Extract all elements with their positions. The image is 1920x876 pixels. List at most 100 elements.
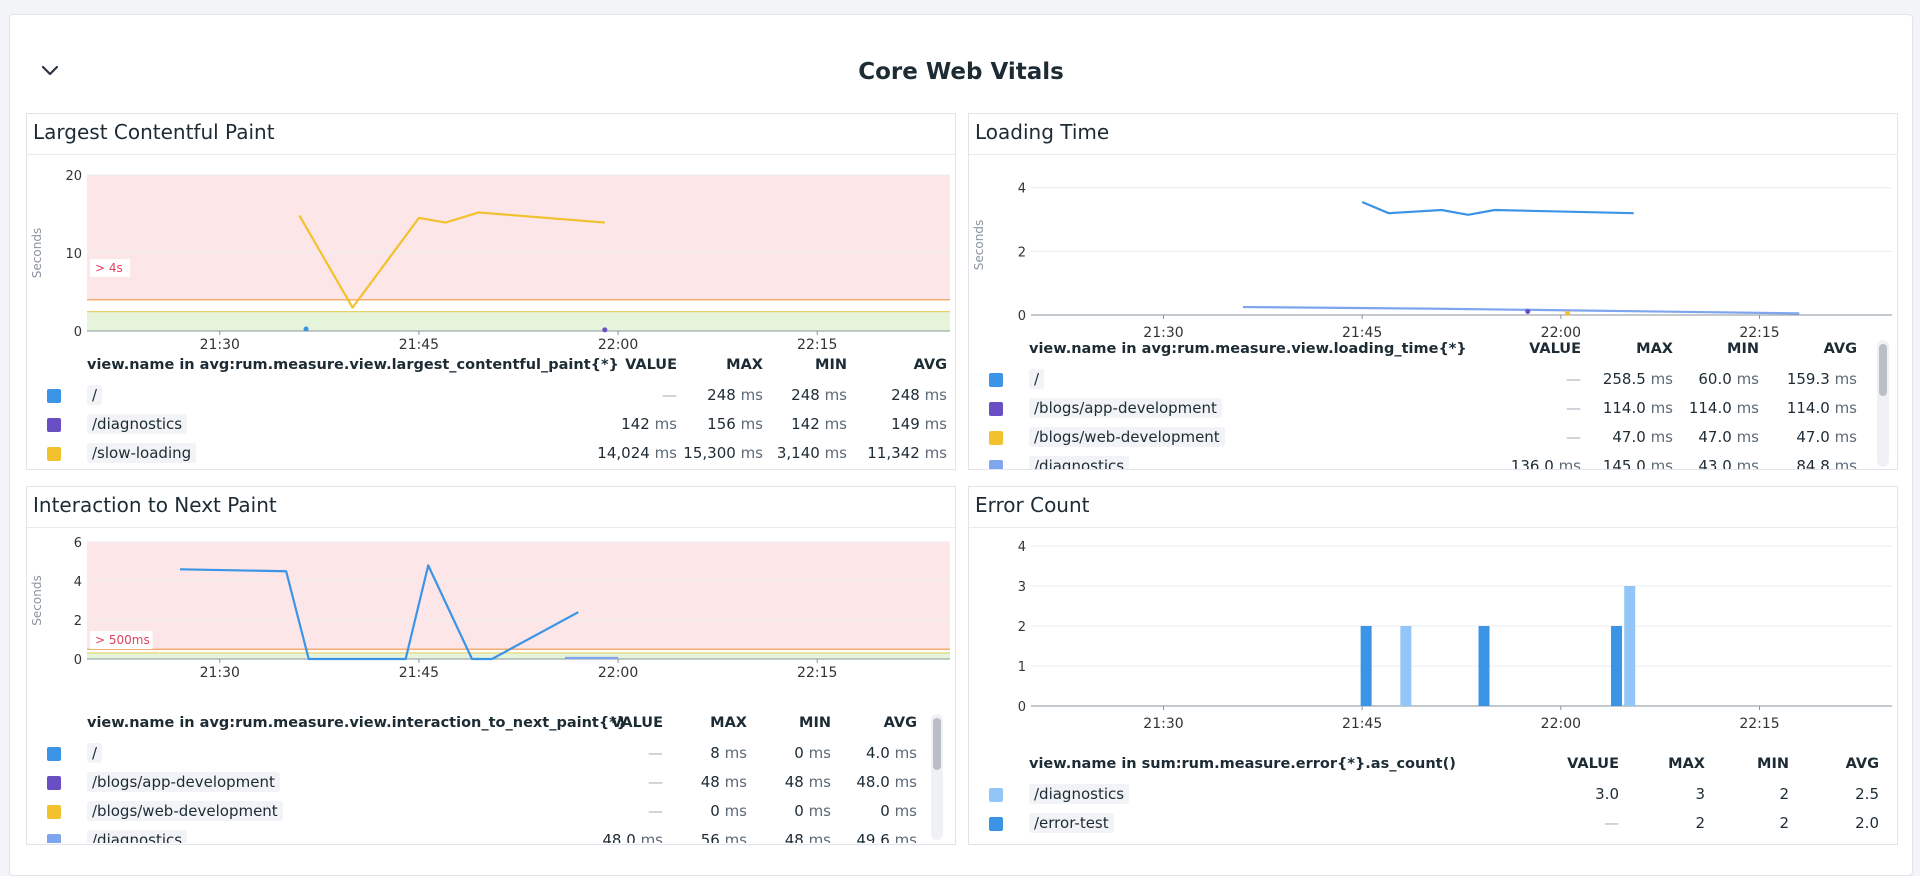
- chevron-down-icon[interactable]: [40, 61, 60, 81]
- legend-swatch: [47, 776, 61, 790]
- legend-min: 142 ms: [791, 415, 847, 433]
- x-tick-label: 22:15: [1739, 716, 1779, 732]
- value-number: 0: [710, 802, 720, 820]
- legend-col-header[interactable]: VALUE: [625, 357, 677, 373]
- legend-series-name[interactable]: /blogs/app-development: [87, 772, 280, 792]
- legend-value: —: [1566, 370, 1581, 388]
- legend-col-header[interactable]: MAX: [726, 357, 763, 373]
- legend-value: —: [662, 386, 677, 404]
- legend-col-header[interactable]: AVG: [913, 357, 947, 373]
- legend-row[interactable]: /blogs/web-development 47.0 ms 47.0 ms 47.0…: [989, 424, 1857, 453]
- legend-max: 156 ms: [707, 415, 763, 433]
- error-count-legend: view.name in sum:rum.measure.error{*}.as…: [989, 752, 1879, 842]
- value-unit: ms: [889, 744, 917, 762]
- y-axis-label: Seconds: [972, 220, 986, 270]
- legend-row[interactable]: /blogs/app-development 114.0 ms 114.0 ms 11…: [989, 395, 1857, 424]
- title-divider: [969, 154, 1897, 155]
- threshold-label-bg: [90, 259, 130, 277]
- legend-row[interactable]: /diagnostics 149 ms 142 ms 156 ms 142 ms: [47, 411, 947, 440]
- legend-series-name[interactable]: /: [87, 743, 103, 763]
- legend-row[interactable]: /error-test 2.0 2 2 —: [989, 810, 1879, 839]
- threshold-label: > 500ms: [95, 633, 150, 647]
- legend-query: view.name in sum:rum.measure.error{*}.as…: [1029, 756, 1456, 772]
- widget-error-count[interactable]: Error Count 4 3 2 1 0 21:30 21:45 22:00 22:15 vi…: [968, 486, 1898, 845]
- value-number: 8: [710, 744, 720, 762]
- legend-series-name[interactable]: /slow-loading: [87, 443, 197, 463]
- lcp-chart[interactable]: > 4s 20 10 0 21:30 21:45 22:00 22:15 Seconds: [27, 155, 956, 355]
- legend-col-header[interactable]: MAX: [1636, 341, 1673, 357]
- legend-row[interactable]: /slow-loading 11,342 ms 3,140 ms 15,300 ms 1…: [47, 440, 947, 469]
- legend-series-name[interactable]: /blogs/web-development: [87, 801, 283, 821]
- legend-col-header[interactable]: AVG: [883, 715, 917, 731]
- legend-col-header[interactable]: MAX: [710, 715, 747, 731]
- legend-row[interactable]: /blogs/app-development 48.0 ms 48 ms 48 ms —: [47, 769, 917, 798]
- empty-value: —: [648, 773, 663, 791]
- y-tick-label: 3: [1018, 580, 1026, 595]
- legend-series-name[interactable]: /diagnostics: [1029, 784, 1130, 804]
- legend-row[interactable]: /blogs/web-development 0 ms 0 ms 0 ms —: [47, 798, 917, 827]
- series-line: [1242, 305, 1800, 315]
- widget-interaction-to-next-paint[interactable]: Interaction to Next Paint > 500ms 6 4 2 0 21:…: [26, 486, 956, 845]
- value-unit: ms: [1731, 428, 1759, 446]
- legend-col-header[interactable]: MAX: [1668, 756, 1705, 772]
- legend-col-header[interactable]: VALUE: [611, 715, 663, 731]
- legend-max: 258.5 ms: [1603, 370, 1673, 388]
- legend-col-header[interactable]: AVG: [1845, 756, 1879, 772]
- legend-series-name[interactable]: /diagnostics: [87, 830, 188, 843]
- x-tick-label: 22:00: [598, 665, 638, 681]
- legend-series-name[interactable]: /diagnostics: [87, 414, 188, 434]
- x-tick-label: 22:00: [598, 337, 638, 353]
- widget-title: Error Count: [975, 493, 1090, 517]
- legend-scrollbar[interactable]: [931, 714, 943, 840]
- legend-col-header[interactable]: VALUE: [1567, 756, 1619, 772]
- value-number: 145.0: [1602, 457, 1646, 470]
- legend-series-name[interactable]: /: [87, 385, 103, 405]
- value-number: 258.5: [1602, 370, 1646, 388]
- legend-series-name[interactable]: /blogs/web-development: [1029, 427, 1225, 447]
- value-unit: ms: [889, 831, 917, 843]
- legend-col-header[interactable]: MIN: [799, 715, 831, 731]
- legend-row[interactable]: /diagnostics 84.8 ms 43.0 ms 145.0 ms 136.0 …: [989, 453, 1857, 470]
- legend-min: 248 ms: [791, 386, 847, 404]
- legend-row[interactable]: /diagnostics 2.5 2 3 3.0: [989, 781, 1879, 810]
- loading-time-chart[interactable]: 4 2 0 21:30 21:45 22:00 22:15 Seconds: [969, 155, 1898, 339]
- value-number: 156: [707, 415, 736, 433]
- value-unit: ms: [889, 802, 917, 820]
- y-tick-label: 2: [1018, 620, 1026, 635]
- value-unit: ms: [919, 386, 947, 404]
- legend-query: view.name in avg:rum.measure.view.intera…: [87, 715, 628, 731]
- legend-col-header[interactable]: VALUE: [1529, 341, 1581, 357]
- legend-series-name[interactable]: /error-test: [1029, 813, 1114, 833]
- value-number: 114.0: [1688, 399, 1732, 417]
- legend-row[interactable]: /248 ms 248 ms 248 ms —: [47, 382, 947, 411]
- legend-min: 60.0 ms: [1698, 370, 1759, 388]
- value-unit: ms: [803, 773, 831, 791]
- y-tick-label: 4: [74, 575, 82, 590]
- legend-scrollbar[interactable]: [1877, 340, 1889, 467]
- loading-time-legend: view.name in avg:rum.measure.view.loadin…: [989, 337, 1857, 470]
- error-count-chart[interactable]: 4 3 2 1 0 21:30 21:45 22:00 22:15: [969, 528, 1898, 738]
- good-zone: [87, 652, 950, 659]
- x-tick-label: 22:00: [1541, 716, 1581, 732]
- value-number: 48: [700, 773, 720, 791]
- scrollbar-thumb[interactable]: [1879, 344, 1887, 396]
- legend-series-name[interactable]: /blogs/app-development: [1029, 398, 1222, 418]
- value-number: 3.0: [1595, 785, 1619, 803]
- widget-largest-contentful-paint[interactable]: Largest Contentful Paint > 4s 20 10 0 21:30 2…: [26, 113, 956, 470]
- legend-col-header[interactable]: MIN: [815, 357, 847, 373]
- legend-row[interactable]: /4.0 ms 0 ms 8 ms —: [47, 740, 917, 769]
- legend-series-name[interactable]: /: [1029, 369, 1045, 389]
- good-zone: [87, 311, 950, 331]
- legend-row[interactable]: /159.3 ms 60.0 ms 258.5 ms —: [989, 366, 1857, 395]
- legend-col-header[interactable]: MIN: [1727, 341, 1759, 357]
- legend-row[interactable]: /diagnostics 49.6 ms 48 ms 56 ms 48.0 ms: [47, 827, 917, 843]
- legend-series-name[interactable]: /diagnostics: [1029, 456, 1130, 469]
- legend-avg: 84.8 ms: [1796, 457, 1857, 469]
- widget-loading-time[interactable]: Loading Time 4 2 0 21:30 21:45 22:00 22:15 Seco…: [968, 113, 1898, 470]
- value-number: 114.0: [1602, 399, 1646, 417]
- legend-col-header[interactable]: MIN: [1757, 756, 1789, 772]
- scrollbar-thumb[interactable]: [933, 718, 941, 770]
- value-number: 60.0: [1698, 370, 1732, 388]
- inp-chart[interactable]: > 500ms 6 4 2 0 21:30 21:45 22:00 22:15 Seconds: [27, 528, 956, 728]
- legend-col-header[interactable]: AVG: [1823, 341, 1857, 357]
